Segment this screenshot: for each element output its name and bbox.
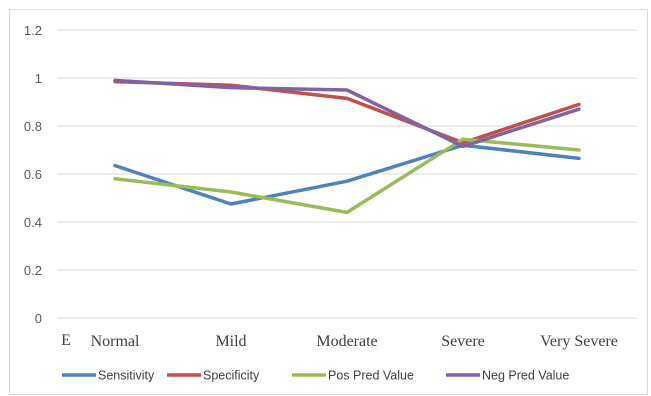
series-line-sensitivity — [113, 143, 581, 206]
y-tick-label: 1.2 — [24, 23, 42, 38]
series-lines — [113, 78, 581, 215]
legend: Sensitivity Specificity Pos Pred Value Neg … — [62, 369, 569, 383]
y-axis-ticks: 0 0.2 0.4 0.6 0.8 1 1.2 — [24, 23, 42, 326]
gridlines — [57, 29, 637, 319]
y-tick-label: 1 — [35, 71, 42, 86]
legend-label: Specificity — [203, 369, 260, 383]
x-category-label: Severe — [441, 333, 485, 350]
y-tick-label: 0.8 — [24, 119, 42, 134]
chart-frame — [9, 9, 648, 395]
x-category-label: Moderate — [316, 333, 377, 350]
x-axis-categories: Normal Mild Moderate Severe Very Severe — [91, 333, 618, 350]
series-line-pos-pred-value — [113, 137, 581, 215]
series-line-neg-pred-value — [113, 78, 581, 149]
x-category-label: Normal — [91, 333, 140, 350]
corner-label: E — [61, 332, 71, 349]
y-tick-label: 0.6 — [24, 167, 42, 182]
x-category-label: Very Severe — [540, 333, 618, 350]
y-tick-label: 0.2 — [24, 263, 42, 278]
legend-label: Neg Pred Value — [482, 369, 569, 383]
legend-label: Sensitivity — [98, 369, 155, 383]
legend-label: Pos Pred Value — [328, 369, 414, 383]
y-tick-label: 0 — [35, 311, 42, 326]
x-category-label: Mild — [215, 333, 246, 350]
y-tick-label: 0.4 — [24, 215, 42, 230]
